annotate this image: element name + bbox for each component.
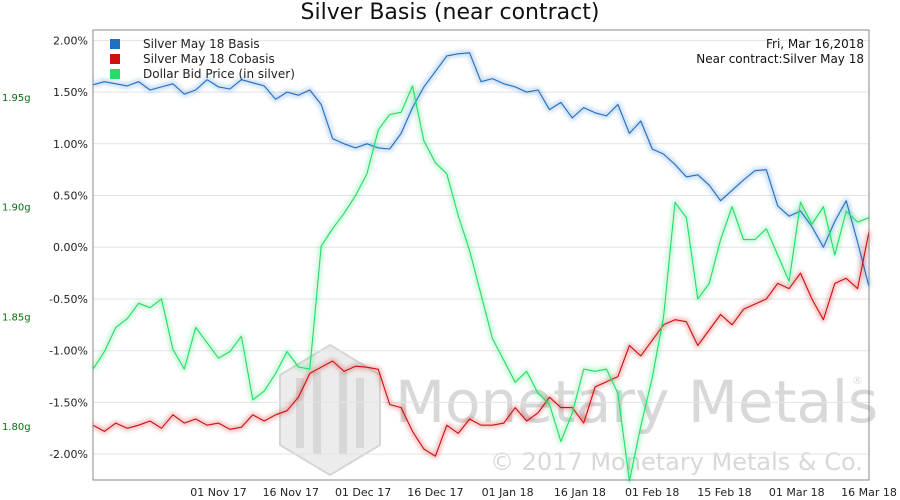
series-lines <box>90 50 872 484</box>
left-y-tick-label: 1.50% <box>53 86 88 99</box>
x-tick-label: 15 Feb 18 <box>697 486 751 499</box>
legend-swatch <box>110 69 120 79</box>
x-tick-label: 01 Nov 17 <box>190 486 246 499</box>
right-y-axis: 1.95g 1.90g 1.85g 1.80g <box>2 93 31 433</box>
chart-contract: Near contract:Silver May 18 <box>696 52 864 66</box>
series-glow <box>92 50 872 288</box>
x-axis: 01 Nov 17 16 Nov 17 01 Dec 17 16 Dec 17 01 J… <box>190 486 897 499</box>
x-tick-label: 01 Feb 18 <box>625 486 679 499</box>
legend-label: Silver May 18 Cobasis <box>143 52 275 66</box>
legend-label: Dollar Bid Price (in silver) <box>143 67 295 81</box>
watermark: Monetary Metals ® © 2017 Monetary Metals… <box>279 343 878 477</box>
legend-swatch <box>110 39 120 49</box>
right-y-tick-label: 1.90g <box>2 203 31 214</box>
chart-date: Fri, Mar 16,2018 <box>766 37 864 51</box>
watermark-logo <box>279 343 381 477</box>
legend-label: Silver May 18 Basis <box>143 37 260 51</box>
left-y-axis: 2.00% 1.50% 1.00% 0.50% 0.00% -0.50% -1.00% -1.… <box>49 34 88 461</box>
x-tick-label: 01 Jan 18 <box>482 486 534 499</box>
left-y-tick-label: 0.00% <box>53 241 88 254</box>
left-y-tick-label: 1.00% <box>53 138 88 151</box>
x-tick-label: 01 Dec 17 <box>335 486 391 499</box>
watermark-copyright: © 2017 Monetary Metals & Co. <box>490 448 863 476</box>
x-tick-label: 16 Jan 18 <box>554 486 606 499</box>
right-y-tick-label: 1.95g <box>2 93 31 104</box>
x-tick-label: 16 Nov 17 <box>263 486 319 499</box>
left-y-tick-label: 2.00% <box>53 34 88 47</box>
right-y-tick-label: 1.85g <box>2 312 31 323</box>
x-tick-label: 16 Dec 17 <box>407 486 463 499</box>
left-y-tick-label: -0.50% <box>49 293 88 306</box>
series-line <box>92 231 870 457</box>
x-tick-label: 16 Mar 18 <box>841 486 897 499</box>
series-line <box>92 52 870 287</box>
left-y-tick-label: 0.50% <box>53 190 88 203</box>
right-y-tick-label: 1.80g <box>2 422 31 433</box>
left-y-tick-label: -1.00% <box>49 345 88 358</box>
series-line <box>92 85 870 482</box>
x-tick-label: 01 Mar 18 <box>769 486 825 499</box>
plot-area <box>92 29 870 481</box>
left-y-tick-label: -1.50% <box>49 396 88 409</box>
watermark-registered: ® <box>852 374 863 387</box>
legend-swatch <box>110 54 120 64</box>
left-y-tick-label: -2.00% <box>49 448 88 461</box>
chart-title: Silver Basis (near contract) <box>301 0 600 25</box>
